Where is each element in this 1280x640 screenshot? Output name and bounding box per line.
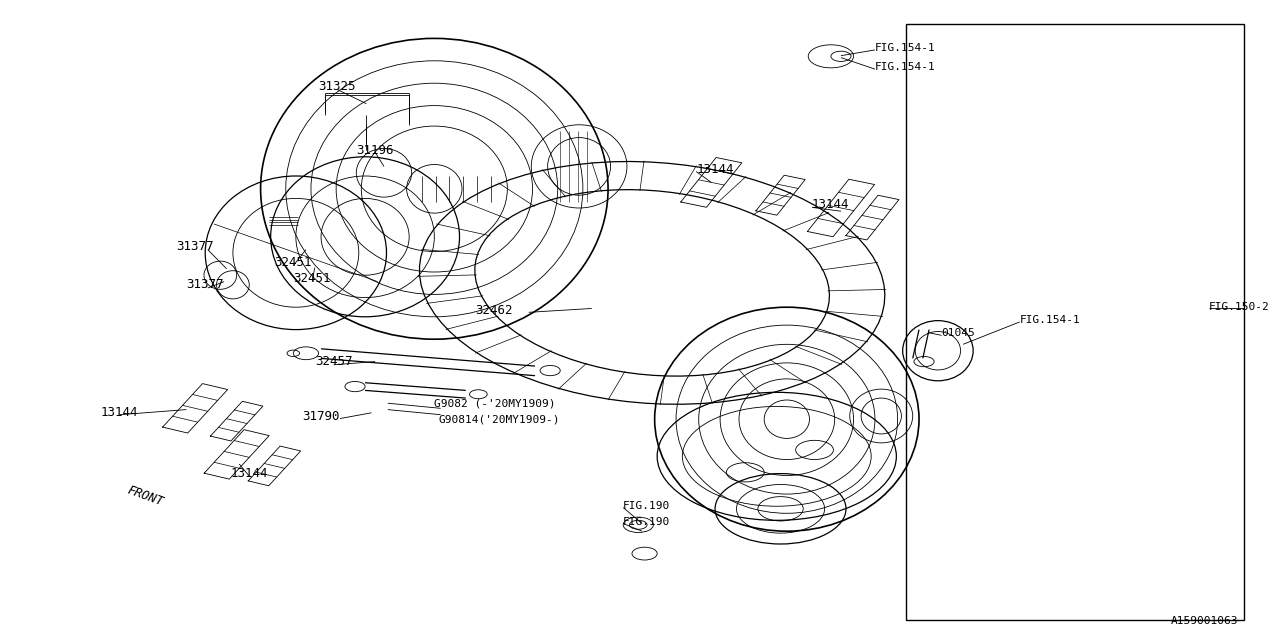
Text: FIG.190: FIG.190 (623, 500, 671, 511)
Text: 31196: 31196 (356, 144, 394, 157)
Text: FIG.154-1: FIG.154-1 (876, 43, 936, 53)
Text: 32457: 32457 (315, 355, 352, 368)
Text: 13144: 13144 (230, 467, 268, 480)
Text: 01045: 01045 (942, 328, 975, 338)
Text: G90814('20MY1909-): G90814('20MY1909-) (438, 414, 559, 424)
Text: FIG.154-1: FIG.154-1 (876, 62, 936, 72)
Text: 13144: 13144 (696, 163, 733, 176)
Text: FIG.190: FIG.190 (623, 516, 671, 527)
Bar (906, 24, 1244, 620)
Text: 13144: 13144 (812, 198, 850, 211)
Text: 31325: 31325 (319, 80, 356, 93)
Ellipse shape (831, 51, 851, 61)
Text: FIG.150-2: FIG.150-2 (1208, 302, 1270, 312)
Text: 31377: 31377 (177, 240, 214, 253)
Text: 31790: 31790 (302, 410, 340, 422)
Text: FRONT: FRONT (125, 483, 165, 509)
Text: 31377: 31377 (187, 278, 224, 291)
Text: 32451: 32451 (293, 272, 332, 285)
Text: G9082 (-'20MY1909): G9082 (-'20MY1909) (434, 398, 556, 408)
Text: FIG.154-1: FIG.154-1 (1020, 315, 1080, 325)
Text: 32451: 32451 (275, 256, 312, 269)
Text: A159001063: A159001063 (1171, 616, 1239, 626)
Text: 32462: 32462 (475, 304, 512, 317)
Text: 13144: 13144 (101, 406, 138, 419)
